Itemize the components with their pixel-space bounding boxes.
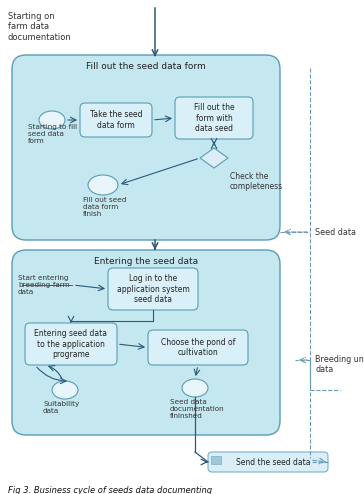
- FancyBboxPatch shape: [208, 452, 328, 472]
- FancyBboxPatch shape: [80, 103, 152, 137]
- Text: Seed data: Seed data: [315, 228, 356, 237]
- Ellipse shape: [52, 381, 78, 399]
- Text: Breeding unit
data: Breeding unit data: [315, 355, 364, 374]
- FancyBboxPatch shape: [12, 55, 280, 240]
- Text: Starting to fill
seed data
form: Starting to fill seed data form: [28, 124, 77, 144]
- Text: Send the seed data: Send the seed data: [236, 457, 310, 466]
- Text: Entering seed data
to the application
programe: Entering seed data to the application pr…: [35, 329, 107, 359]
- FancyBboxPatch shape: [12, 250, 280, 435]
- Text: Seed data
documentation
fininshed: Seed data documentation fininshed: [170, 399, 225, 419]
- Text: Fill out the seed data form: Fill out the seed data form: [86, 62, 206, 71]
- Text: Check the
completeness: Check the completeness: [230, 172, 283, 191]
- Ellipse shape: [39, 111, 65, 129]
- Text: Suitability
data: Suitability data: [43, 401, 79, 414]
- FancyBboxPatch shape: [175, 97, 253, 139]
- Text: Start entering
breeding-farm
data: Start entering breeding-farm data: [18, 275, 70, 295]
- Text: Entering the seed data: Entering the seed data: [94, 257, 198, 266]
- FancyBboxPatch shape: [25, 323, 117, 365]
- Ellipse shape: [88, 175, 118, 195]
- Text: Log in to the
application system
seed data: Log in to the application system seed da…: [116, 274, 189, 304]
- Text: Fig 3. Business cycle of seeds data documenting: Fig 3. Business cycle of seeds data docu…: [8, 486, 212, 494]
- FancyBboxPatch shape: [148, 330, 248, 365]
- FancyBboxPatch shape: [108, 268, 198, 310]
- Text: Take the seed
data form: Take the seed data form: [90, 110, 142, 130]
- Text: Choose the pond of
cultivation: Choose the pond of cultivation: [161, 338, 235, 357]
- Text: Fill out the
form with
data seed: Fill out the form with data seed: [194, 103, 234, 133]
- Ellipse shape: [182, 379, 208, 397]
- FancyBboxPatch shape: [211, 456, 221, 464]
- Polygon shape: [200, 148, 228, 168]
- Text: Fill out seed
data form
finish: Fill out seed data form finish: [83, 197, 126, 217]
- Text: Starting on
farm data
documentation: Starting on farm data documentation: [8, 12, 72, 42]
